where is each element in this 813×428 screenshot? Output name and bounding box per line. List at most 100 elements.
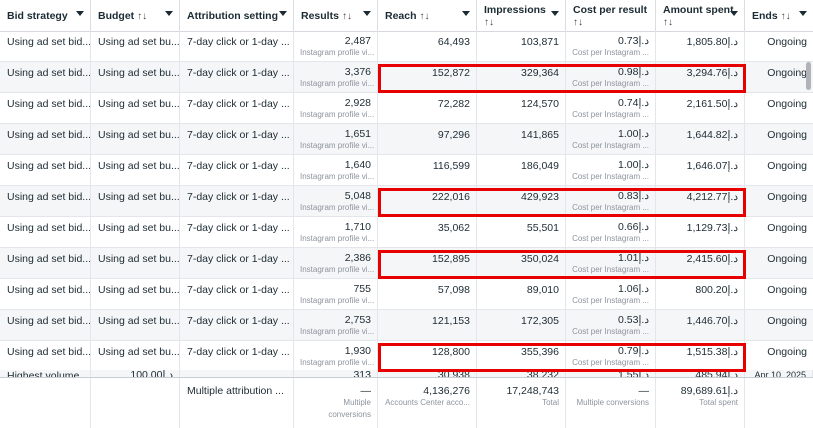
cell-budget[interactable]: Using ad set bu... (91, 217, 180, 248)
table-row[interactable]: Using ad set bid... Using ad set bu... 7-d… (0, 31, 813, 62)
sort-icon[interactable]: ↑↓ (663, 17, 673, 28)
cell-text: 121,153 (432, 315, 470, 327)
cell-text: Using ad set bu... (98, 160, 180, 172)
cell-text: Apr 10, 2025 (754, 370, 806, 378)
cell-cost-per-result: 0.73د.إ Cost per Instagram ... (566, 31, 656, 62)
table-row[interactable]: Using ad set bid... Using ad set bu... 7-d… (0, 248, 813, 279)
cell-bid-strategy[interactable]: Using ad set bid... (0, 341, 91, 372)
cell-attribution[interactable]: 7-day click or 1-day ... (180, 279, 294, 310)
cell-bid-strategy[interactable]: Using ad set bid... (0, 124, 91, 155)
cell-reach: 152,895 (378, 248, 477, 279)
cell-budget[interactable]: Using ad set bu... (91, 310, 180, 341)
footer-subtext: Accounts Center acco... (385, 398, 470, 407)
cell-text: 7-day click or 1-day ... (187, 36, 290, 48)
table-row[interactable]: Using ad set bid... Using ad set bu... 7-d… (0, 279, 813, 310)
cell-text: 0.53د.إ (618, 314, 649, 326)
chevron-down-icon[interactable] (279, 11, 287, 16)
cell-budget[interactable]: Using ad set bu... (91, 279, 180, 310)
cell-bid-strategy[interactable]: Using ad set bid... (0, 93, 91, 124)
chevron-down-icon[interactable] (462, 11, 470, 16)
cell-text: Using ad set bu... (98, 129, 180, 141)
sort-icon[interactable]: ↑↓ (341, 11, 352, 22)
cell-results: 1,710 Instagram profile vi... (294, 217, 378, 248)
cell-attribution[interactable]: 7-day click or 1-day ... (180, 186, 294, 217)
column-header-reach[interactable]: Reach ↑↓ (378, 0, 477, 31)
cell-budget[interactable]: Using ad set bu... (91, 341, 180, 372)
table-row[interactable]: Using ad set bid... Using ad set bu... 7-d… (0, 124, 813, 155)
column-header-cost-per-result[interactable]: Cost per result ↑↓ (566, 0, 656, 31)
cell-ends: Ongoing (745, 93, 813, 124)
table-row[interactable]: Using ad set bid... Using ad set bu... 7-d… (0, 341, 813, 372)
cell-budget[interactable]: Using ad set bu... (91, 248, 180, 279)
cell-budget[interactable]: Using ad set bu... (91, 93, 180, 124)
cell-attribution[interactable]: 7-day click or 1-day ... (180, 248, 294, 279)
cell-bid-strategy[interactable]: Using ad set bid... (0, 31, 91, 62)
cell-subtext: Instagram profile vi... (300, 327, 375, 336)
cell-attribution[interactable]: 7-day click or 1-day ... (180, 31, 294, 62)
sort-icon[interactable]: ↑↓ (780, 11, 791, 22)
cell-bid-strategy[interactable]: Highest volume (0, 370, 91, 378)
cell-budget[interactable]: 100.00د.إ (91, 370, 180, 378)
cell-budget[interactable]: Using ad set bu... (91, 31, 180, 62)
cell-budget[interactable]: Using ad set bu... (91, 155, 180, 186)
table-row[interactable]: Using ad set bid... Using ad set bu... 7-d… (0, 186, 813, 217)
column-header-attribution[interactable]: Attribution setting (180, 0, 294, 31)
cell-text: Ongoing (767, 284, 807, 296)
chevron-down-icon[interactable] (363, 11, 371, 16)
cell-attribution[interactable]: 7-day click or 1-day ... (180, 93, 294, 124)
cell-attribution[interactable]: 7-day click or 1-day ... (180, 155, 294, 186)
chevron-down-icon[interactable] (551, 11, 559, 16)
cell-text: 1.00د.إ (618, 128, 649, 140)
cell-attribution[interactable]: 7-day click or 1-day ... (180, 310, 294, 341)
column-header-ends[interactable]: Ends ↑↓ (745, 0, 813, 31)
cell-text: 485.94د.إ (695, 370, 738, 378)
column-header-bid-strategy[interactable]: Bid strategy (0, 0, 91, 31)
cell-cost-per-result: 0.98د.إ Cost per Instagram ... (566, 62, 656, 93)
sort-icon[interactable]: ↑↓ (137, 11, 148, 22)
column-header-impressions[interactable]: Impressions ↑↓ (477, 0, 566, 31)
cell-attribution[interactable]: 7-day click or 1-day ... (180, 62, 294, 93)
column-header-budget[interactable]: Budget ↑↓ (91, 0, 180, 31)
cell-bid-strategy[interactable]: Using ad set bid... (0, 217, 91, 248)
sort-icon[interactable]: ↑↓ (419, 11, 430, 22)
cell-budget[interactable]: Using ad set bu... (91, 124, 180, 155)
sort-icon[interactable]: ↑↓ (484, 17, 494, 28)
table-row[interactable]: Using ad set bid... Using ad set bu... 7-d… (0, 93, 813, 124)
cell-attribution[interactable]: 7-day click or 1-day ... (180, 124, 294, 155)
cell-text: Using ad set bu... (98, 284, 180, 296)
chevron-down-icon[interactable] (76, 11, 84, 16)
sort-icon[interactable]: ↑↓ (573, 17, 583, 28)
cell-bid-strategy[interactable]: Using ad set bid... (0, 310, 91, 341)
column-header-amount-spent[interactable]: Amount spent ↑↓ (656, 0, 745, 31)
table-row[interactable]: Using ad set bid... Using ad set bu... 7-d… (0, 62, 813, 93)
cell-bid-strategy[interactable]: Using ad set bid... (0, 186, 91, 217)
cell-text: 0.74د.إ (618, 97, 649, 109)
cell-bid-strategy[interactable]: Using ad set bid... (0, 62, 91, 93)
cell-impressions: 141,865 (477, 124, 566, 155)
footer-cell-cost-per-result: — Multiple conversions (566, 378, 656, 428)
cell-subtext: Cost per Instagram ... (572, 234, 649, 243)
cell-attribution[interactable]: 7-day click or 1-day ... (180, 341, 294, 372)
table-row[interactable]: Using ad set bid... Using ad set bu... 7-d… (0, 155, 813, 186)
cell-bid-strategy[interactable]: Using ad set bid... (0, 248, 91, 279)
footer-subtext: Multiple conversions (576, 398, 649, 407)
chevron-down-icon[interactable] (730, 11, 738, 16)
cell-text: 0.83د.إ (618, 190, 649, 202)
footer-text: — (360, 385, 372, 397)
table-row[interactable]: Using ad set bid... Using ad set bu... 7-d… (0, 310, 813, 341)
cell-budget[interactable]: Using ad set bu... (91, 186, 180, 217)
table-row[interactable]: Using ad set bid... Using ad set bu... 7-d… (0, 217, 813, 248)
cell-ends: Ongoing (745, 341, 813, 372)
column-label: Ends (752, 10, 778, 22)
cell-text: Using ad set bu... (98, 191, 180, 203)
cell-subtext: Instagram profile vi... (300, 203, 375, 212)
chevron-down-icon[interactable] (165, 11, 173, 16)
vertical-scrollbar[interactable] (806, 62, 811, 90)
cell-text: Ongoing (767, 191, 807, 203)
cell-budget[interactable]: Using ad set bu... (91, 62, 180, 93)
cell-bid-strategy[interactable]: Using ad set bid... (0, 155, 91, 186)
chevron-down-icon[interactable] (799, 11, 807, 16)
column-header-results[interactable]: Results ↑↓ (294, 0, 378, 31)
cell-bid-strategy[interactable]: Using ad set bid... (0, 279, 91, 310)
cell-attribution[interactable]: 7-day click or 1-day ... (180, 217, 294, 248)
